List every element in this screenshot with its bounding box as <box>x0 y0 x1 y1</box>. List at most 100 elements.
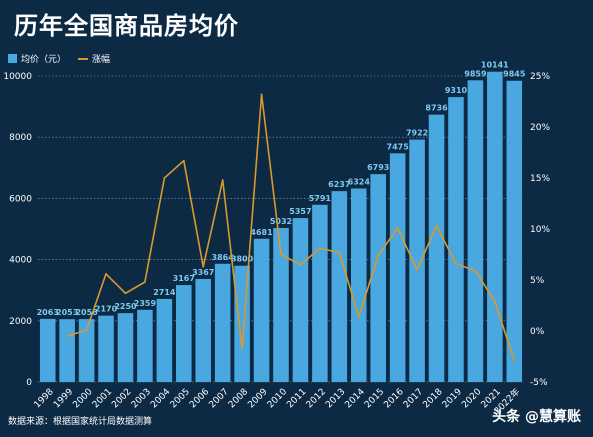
x-tick-label: 2016 <box>382 387 405 410</box>
y-left-tick-label: 6000 <box>9 194 32 204</box>
x-tick-label: 1999 <box>52 387 75 410</box>
bar-value-label: 3864 <box>212 253 235 262</box>
bar <box>59 319 75 382</box>
x-tick-label: 1998 <box>33 387 56 410</box>
chart-legend: 均价（元） 涨幅 <box>8 52 110 65</box>
bar <box>448 97 464 382</box>
x-tick-label: 2007 <box>208 387 231 410</box>
bar <box>506 80 523 383</box>
bar-value-label: 5791 <box>309 194 332 203</box>
bar-value-label: 9310 <box>445 86 468 95</box>
x-tick-label: 2003 <box>130 387 153 410</box>
bar-value-label: 3167 <box>173 274 195 283</box>
bar <box>273 228 289 382</box>
bar <box>253 238 270 382</box>
y-right-tick-label: 15% <box>530 174 550 184</box>
growth-point <box>455 262 457 265</box>
bar <box>214 263 231 382</box>
bar-value-label: 7922 <box>406 129 428 138</box>
x-tick-label: 2019 <box>441 387 464 410</box>
bar <box>312 204 328 382</box>
bar-value-label: 9859 <box>464 69 487 78</box>
x-tick-label: 2012 <box>305 387 328 410</box>
growth-point <box>144 281 146 283</box>
x-tick-label: 2014 <box>344 387 367 410</box>
x-tick-label: 2017 <box>402 387 425 410</box>
bar-value-label: 2053 <box>56 308 78 317</box>
growth-point <box>66 335 69 337</box>
growth-point <box>221 179 224 181</box>
growth-point <box>124 292 127 295</box>
growth-point <box>357 315 360 318</box>
y-left-tick-label: 0 <box>26 378 32 388</box>
legend-bar-label: 均价（元） <box>21 55 67 65</box>
bar <box>156 298 173 382</box>
bar <box>195 278 212 382</box>
bar <box>98 315 114 382</box>
legend-line-swatch <box>78 57 89 60</box>
growth-point <box>182 159 185 162</box>
y-right-tick-label: 20% <box>530 123 550 133</box>
y-right-tick-label: 0% <box>530 327 545 337</box>
data-source-note: 数据来源：根据国家统计局数据测算 <box>8 417 153 427</box>
growth-point <box>474 269 477 272</box>
bar <box>370 174 386 382</box>
bar-value-label: 5032 <box>270 217 292 226</box>
x-tick-label: 2015 <box>363 387 386 410</box>
bar-value-label: 2250 <box>114 302 137 311</box>
growth-line <box>66 93 516 361</box>
bar-value-label: 4681 <box>250 228 273 237</box>
bar <box>39 318 56 382</box>
bar-value-label: 9845 <box>503 70 526 79</box>
bar <box>409 139 425 382</box>
growth-point <box>493 300 496 303</box>
x-tick-label: 2020 <box>460 387 483 410</box>
bar <box>137 309 153 382</box>
bar <box>467 80 484 382</box>
growth-point <box>299 263 302 266</box>
bar <box>176 285 192 382</box>
bar-value-label: 2063 <box>37 308 59 317</box>
legend-line-label: 涨幅 <box>92 55 111 65</box>
growth-point <box>435 225 438 227</box>
bar <box>487 71 503 383</box>
x-tick-label: 2000 <box>71 387 94 410</box>
watermark: 头条 @慧算账 <box>492 409 581 425</box>
y-left-tick-label: 10000 <box>3 72 32 82</box>
x-tick-label: 2008 <box>227 387 250 410</box>
x-tick-label: 2009 <box>246 387 269 410</box>
growth-point <box>241 347 244 350</box>
x-tick-label: 2005 <box>169 387 192 410</box>
bar <box>389 153 406 382</box>
bar <box>331 191 348 382</box>
x-tick-label: 2013 <box>324 387 347 410</box>
bar-value-label: 2714 <box>153 288 176 297</box>
growth-point <box>338 251 341 254</box>
y-right-tick-label: 10% <box>530 225 550 235</box>
growth-point <box>396 227 399 229</box>
bar-value-label: 2170 <box>95 305 118 314</box>
y-left-tick-label: 2000 <box>9 317 32 327</box>
bar <box>350 188 367 382</box>
growth-point <box>318 247 321 250</box>
y-right-tick-label: 5% <box>530 276 545 286</box>
x-tick-label: 2010 <box>266 387 289 410</box>
growth-point <box>202 265 205 268</box>
bar <box>117 313 134 382</box>
bar-value-label: 6237 <box>328 180 350 189</box>
bar-value-label: 8736 <box>425 104 448 113</box>
bar <box>428 114 445 382</box>
bar-value-label: 2056 <box>75 308 98 317</box>
growth-point <box>377 254 380 257</box>
y-left-tick-label: 4000 <box>9 256 32 266</box>
bar-value-label: 10141 <box>481 61 509 70</box>
bar-value-label: 6793 <box>367 163 389 172</box>
bar-value-label: 5357 <box>289 207 311 216</box>
chart-title: 历年全国商品房均价 <box>14 12 239 40</box>
bar-value-label: 7475 <box>387 142 410 151</box>
bar-value-label: 6324 <box>348 177 371 186</box>
bar <box>78 319 95 382</box>
y-right-tick-label: 25% <box>530 72 550 82</box>
